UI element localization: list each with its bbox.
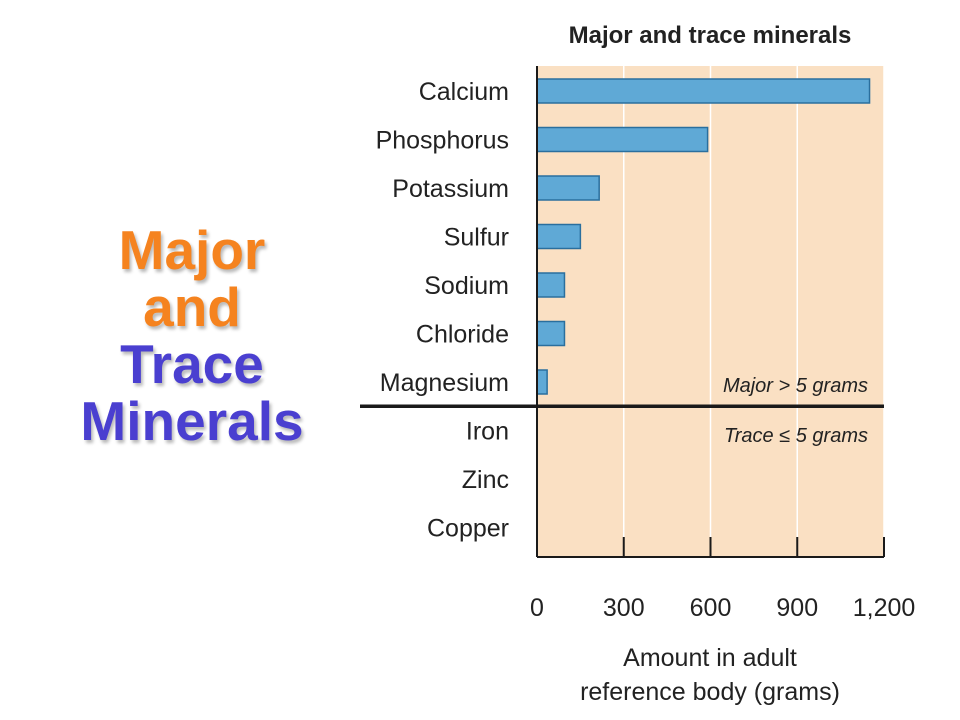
- category-label-chloride: Chloride: [416, 321, 509, 349]
- bar-phosphorus: [536, 126, 709, 153]
- title-line-and: and: [143, 276, 241, 338]
- x-axis-ticks: 0 300 600 900 1,200: [530, 537, 915, 622]
- annotation-major: Major > 5 grams: [723, 375, 868, 397]
- x-axis-label-line-2: reference body (grams): [580, 678, 840, 706]
- annotation-trace: Trace ≤ 5 grams: [724, 425, 868, 447]
- x-tick-label-1200: 1,200: [853, 594, 916, 622]
- x-tick-label-300: 300: [603, 594, 645, 622]
- category-label-phosphorus: Phosphorus: [376, 127, 509, 155]
- category-label-magnesium: Magnesium: [380, 369, 509, 397]
- x-tick-label-900: 900: [776, 594, 818, 622]
- category-label-copper: Copper: [427, 515, 509, 543]
- category-label-sulfur: Sulfur: [444, 224, 509, 252]
- x-tick-label-0: 0: [530, 594, 544, 622]
- category-label-potassium: Potassium: [392, 175, 509, 203]
- x-axis-label-line-1: Amount in adult: [623, 644, 797, 672]
- bar-sulfur: [536, 223, 582, 250]
- bars: [536, 78, 871, 395]
- category-labels: Calcium Phosphorus Potassium Sulfur Sodium Ch…: [376, 78, 509, 543]
- bar-calcium: [536, 78, 871, 104]
- bar-chloride: [536, 320, 566, 347]
- title-line-minerals: Minerals: [80, 390, 304, 452]
- slide-title: Major and Trace Minerals: [60, 222, 324, 450]
- bar-sodium: [536, 272, 566, 298]
- category-label-calcium: Calcium: [419, 78, 509, 106]
- title-line-trace: Trace: [120, 333, 264, 395]
- bar-potassium: [536, 175, 600, 201]
- title-line-major: Major: [118, 219, 266, 281]
- category-label-sodium: Sodium: [424, 272, 509, 300]
- bar-magnesium: [536, 369, 548, 395]
- category-label-iron: Iron: [466, 418, 509, 446]
- grid-lines: [623, 66, 885, 557]
- chart-title: Major and trace minerals: [569, 22, 852, 49]
- category-label-zinc: Zinc: [462, 466, 509, 494]
- x-tick-label-600: 600: [690, 594, 732, 622]
